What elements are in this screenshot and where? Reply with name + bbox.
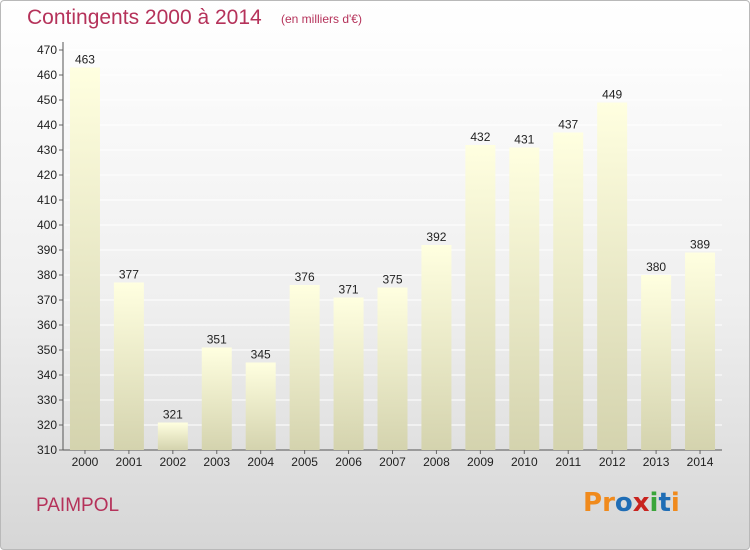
y-tick-label: 350	[37, 343, 57, 357]
bar	[553, 132, 584, 450]
y-tick-label: 390	[37, 243, 57, 257]
bar	[421, 245, 452, 450]
data-label: 437	[558, 118, 578, 132]
x-tick-label: 2000	[72, 455, 99, 469]
y-tick-label: 440	[37, 118, 57, 132]
data-label: 351	[207, 333, 227, 347]
data-label: 371	[339, 283, 359, 297]
proxiti-logo[interactable]: Proxiti	[583, 488, 680, 518]
y-tick-label: 470	[37, 43, 57, 57]
x-tick-label: 2003	[203, 455, 230, 469]
bar	[377, 287, 408, 450]
x-tick-label: 2009	[467, 455, 494, 469]
y-tick-label: 410	[37, 193, 57, 207]
data-label: 449	[602, 88, 622, 102]
logo-letter: r	[602, 488, 615, 518]
bar	[157, 422, 188, 450]
logo-letter: o	[614, 488, 633, 518]
logo-letter: t	[658, 488, 671, 518]
bar	[201, 347, 232, 450]
data-label: 392	[426, 230, 446, 244]
y-tick-label: 370	[37, 293, 57, 307]
x-tick-label: 2004	[247, 455, 274, 469]
data-label: 377	[119, 268, 139, 282]
x-tick-label: 2013	[643, 455, 670, 469]
y-tick-label: 340	[37, 368, 57, 382]
x-tick-label: 2006	[335, 455, 362, 469]
x-tick-label: 2008	[423, 455, 450, 469]
data-label: 380	[646, 260, 666, 274]
place-name: PAIMPOL	[36, 495, 120, 516]
data-label: 389	[690, 238, 710, 252]
bar	[685, 252, 716, 450]
logo-letter: P	[583, 488, 603, 518]
data-label: 463	[75, 53, 95, 67]
data-label: 431	[514, 133, 534, 147]
data-label: 376	[295, 270, 315, 284]
bar	[641, 275, 672, 450]
bar	[509, 147, 540, 450]
data-label: 321	[163, 408, 183, 422]
data-label: 432	[470, 130, 490, 144]
x-tick-label: 2010	[511, 455, 538, 469]
y-tick-label: 320	[37, 418, 57, 432]
bar	[597, 102, 628, 450]
bars	[69, 67, 716, 450]
x-tick-label: 2002	[159, 455, 186, 469]
y-tick-label: 380	[37, 268, 57, 282]
chart-title: Contingents 2000 à 2014	[27, 6, 262, 29]
x-tick-label: 2011	[555, 455, 581, 469]
y-tick-label: 460	[37, 68, 57, 82]
y-tick-label: 400	[37, 218, 57, 232]
logo-letter: i	[649, 488, 659, 518]
y-tick-label: 450	[37, 93, 57, 107]
labels: 310 320 330 340 350 360 370 380 390 400 410 420 430 4…	[37, 43, 714, 469]
x-tick-label: 2007	[379, 455, 406, 469]
data-label: 345	[251, 348, 271, 362]
bar	[113, 282, 144, 450]
y-tick-label: 310	[37, 443, 57, 457]
x-tick-label: 2014	[687, 455, 714, 469]
logo-letter: x	[632, 488, 650, 518]
bar	[465, 145, 496, 450]
bar	[333, 297, 364, 450]
bar	[69, 67, 100, 450]
y-tick-label: 360	[37, 318, 57, 332]
y-tick-label: 420	[37, 168, 57, 182]
x-tick-label: 2012	[599, 455, 626, 469]
bar	[245, 362, 276, 450]
x-tick-label: 2001	[116, 455, 143, 469]
y-tick-label: 330	[37, 393, 57, 407]
data-label: 375	[382, 273, 402, 287]
x-tick-label: 2005	[291, 455, 318, 469]
logo-letter: i	[670, 488, 680, 518]
y-tick-label: 430	[37, 143, 57, 157]
bar	[289, 285, 320, 450]
chart-subtitle: (en milliers d'€)	[281, 12, 362, 26]
